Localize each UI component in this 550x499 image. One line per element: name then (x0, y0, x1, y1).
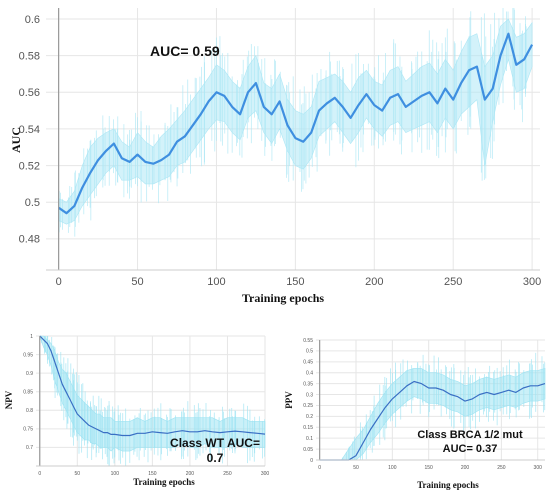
ppv-x-tick-5: 250 (497, 465, 506, 471)
npv-x-tick-5: 250 (223, 471, 232, 477)
npv-x-tick-6: 300 (261, 471, 270, 477)
ppv-series-line (319, 380, 546, 461)
npv-x-axis-label: Training epochs (133, 477, 195, 487)
auc-y-tick-6: 0.6 (25, 14, 40, 26)
ppv-x-tick-4: 200 (461, 465, 470, 471)
npv-y-tick-1: 0.75 (23, 427, 33, 433)
npv-chart: 0.7 0.75 0.8 0.85 0.9 0.95 1 0 50 100 150 200 250 30… (4, 334, 269, 487)
auc-y-axis-label: AUC (9, 127, 23, 153)
ppv-y-tick-11: 0.55 (303, 338, 313, 344)
auc-y-tick-1: 0.5 (25, 197, 40, 209)
ppv-raw-band (319, 352, 546, 461)
ppv-x-tick-3: 150 (425, 465, 434, 471)
auc-x-axis-label: Training epochs (242, 291, 324, 305)
ppv-x-axis-label: Training epochs (417, 480, 479, 490)
auc-x-tick-5: 250 (444, 276, 462, 288)
npv-y-tick-0: 0.7 (26, 445, 33, 451)
auc-raw-area (58, 18, 533, 225)
auc-x-tick-labels: 0 50 100 150 200 250 300 (56, 276, 542, 288)
ppv-y-tick-3: 0.15 (303, 425, 313, 431)
auc-x-tick-3: 150 (286, 276, 304, 288)
npv-y-tick-2: 0.8 (26, 408, 33, 414)
auc-y-tick-5: 0.58 (19, 50, 40, 62)
auc-series-line (57, 32, 534, 215)
auc-axes (46, 8, 540, 271)
ppv-y-tick-4: 0.2 (306, 414, 313, 420)
ppv-axes (316, 340, 545, 461)
auc-x-tick-1: 50 (131, 276, 143, 288)
ppv-y-tick-6: 0.3 (306, 392, 313, 398)
npv-smoothed-line (39, 335, 266, 437)
ppv-x-tick-1: 50 (353, 465, 359, 471)
npv-x-tick-0: 0 (38, 471, 41, 477)
npv-y-tick-labels: 0.7 0.75 0.8 0.85 0.9 0.95 1 (23, 334, 33, 451)
auc-y-tick-4: 0.56 (19, 87, 40, 99)
npv-annotation-line2: 0.7 (207, 451, 224, 465)
npv-annotation-line1: Class WT AUC= (170, 436, 260, 450)
auc-x-tick-0: 0 (56, 276, 62, 288)
ppv-x-tick-labels: 0 50 100 150 200 250 300 (318, 465, 542, 471)
auc-x-tick-2: 100 (207, 276, 225, 288)
auc-raw-band (58, 8, 533, 237)
ppv-y-tick-labels: 0 0.05 0.1 0.15 0.2 0.25 0.3 0.35 0.4 0.45 0.5 0.55 (303, 338, 313, 464)
ppv-y-tick-8: 0.4 (306, 370, 313, 376)
npv-x-tick-labels: 0 50 100 150 200 250 300 (38, 471, 269, 477)
npv-x-tick-1: 50 (75, 471, 81, 477)
ppv-y-tick-7: 0.35 (303, 381, 313, 387)
npv-y-tick-3: 0.85 (23, 389, 33, 395)
auc-smoothed-line (57, 32, 534, 215)
ppv-x-tick-6: 300 (534, 465, 543, 471)
auc-y-tick-3: 0.54 (19, 124, 40, 136)
npv-x-tick-4: 200 (186, 471, 195, 477)
auc-y-tick-2: 0.52 (19, 160, 40, 172)
auc-y-tick-labels: 0.48 0.5 0.52 0.54 0.56 0.58 0.6 (19, 14, 40, 246)
npv-y-tick-4: 0.9 (26, 371, 33, 377)
auc-y-tick-0: 0.48 (19, 234, 40, 246)
npv-y-tick-6: 1 (30, 334, 33, 340)
ppv-y-axis-label: PPV (284, 391, 294, 409)
npv-x-tick-2: 100 (111, 471, 120, 477)
npv-series-line (39, 335, 266, 437)
ppv-annotation-line1: Class BRCA 1/2 mut (417, 429, 523, 441)
ppv-annotation-line2: AUC= 0.37 (443, 443, 498, 455)
npv-axes (36, 336, 265, 467)
ppv-chart: 0 0.05 0.1 0.15 0.2 0.25 0.3 0.35 0.4 0.45 0.5 0.55… (284, 338, 546, 490)
ppv-y-tick-10: 0.5 (306, 349, 313, 355)
auc-x-tick-4: 200 (365, 276, 383, 288)
auc-annotation: AUC= 0.59 (150, 43, 220, 59)
ppv-y-tick-1: 0.05 (303, 447, 313, 453)
npv-y-tick-5: 0.95 (23, 352, 33, 358)
auc-x-tick-6: 300 (523, 276, 541, 288)
auc-chart: 0.48 0.5 0.52 0.54 0.56 0.58 0.6 0 50 100 150 200 2… (9, 8, 541, 305)
ppv-smoothed-line (319, 380, 546, 461)
ppv-y-tick-0: 0 (310, 458, 313, 464)
npv-y-axis-label: NPV (4, 390, 14, 409)
ppv-y-tick-2: 0.1 (306, 436, 313, 442)
ppv-x-tick-2: 100 (388, 465, 397, 471)
ppv-y-tick-9: 0.45 (303, 360, 313, 366)
ppv-x-tick-0: 0 (318, 465, 321, 471)
npv-x-tick-3: 150 (148, 471, 157, 477)
ppv-y-tick-5: 0.25 (303, 403, 313, 409)
